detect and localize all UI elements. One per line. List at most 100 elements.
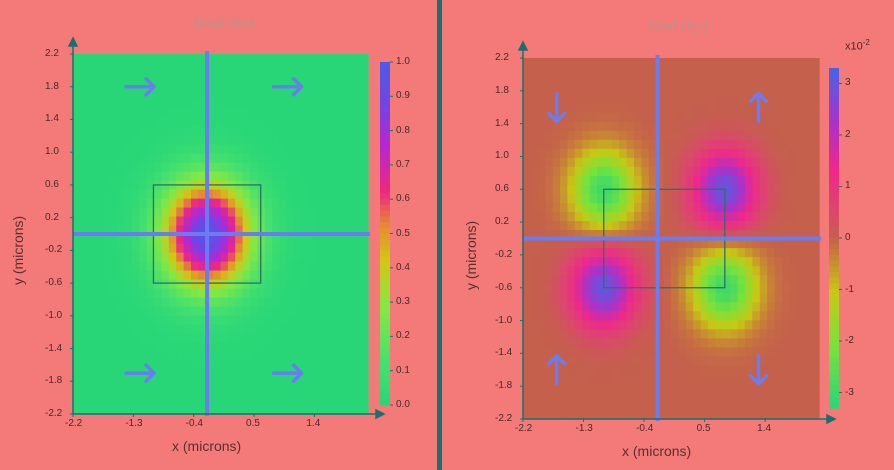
heatmap-cell — [560, 202, 568, 213]
heatmap-cell — [154, 54, 163, 64]
heatmap-cell — [715, 85, 724, 95]
heatmap-cell — [294, 180, 303, 190]
heatmap-cell — [589, 247, 598, 258]
heatmap-cell — [634, 319, 642, 330]
heatmap-cell — [345, 108, 354, 118]
heatmap-cell — [796, 220, 805, 231]
heatmap-cell — [213, 90, 222, 100]
heatmap-cell — [678, 130, 687, 140]
heatmap-cell — [132, 72, 140, 82]
heatmap-cell — [168, 162, 177, 172]
heatmap-cell — [139, 90, 148, 100]
heatmap-cell — [132, 198, 140, 208]
heatmap-cell — [205, 378, 214, 388]
heatmap-cell — [176, 81, 185, 91]
heatmap-cell — [671, 139, 679, 149]
heatmap-cell — [737, 400, 746, 411]
heatmap-cell — [560, 76, 568, 86]
heatmap-cell — [191, 342, 199, 352]
heatmap-cell — [685, 409, 694, 420]
heatmap-cell — [530, 292, 539, 303]
heatmap-cell — [648, 76, 657, 86]
heatmap-cell — [309, 270, 317, 280]
heatmap-cell — [722, 310, 731, 321]
heatmap-cell — [102, 189, 111, 199]
heatmap-cell — [124, 108, 133, 118]
heatmap-cell — [168, 117, 177, 127]
heatmap-cell — [176, 189, 185, 199]
heatmap-cell — [545, 265, 554, 276]
heatmap-cell — [257, 72, 266, 82]
heatmap-cell — [124, 189, 133, 199]
heatmap-cell — [360, 243, 369, 253]
heatmap-cell — [331, 288, 340, 298]
heatmap-cell — [191, 72, 199, 82]
colorbar-tick-label: 0.6 — [396, 193, 410, 205]
heatmap-cell — [774, 220, 783, 231]
heatmap-cell — [685, 328, 694, 339]
heatmap-cell — [560, 67, 568, 77]
heatmap-cell — [782, 139, 790, 149]
heatmap-cell — [700, 400, 709, 411]
heatmap-cell — [323, 63, 332, 73]
heatmap-cell — [582, 247, 591, 258]
heatmap-cell — [191, 288, 199, 298]
heatmap-cell — [360, 189, 369, 199]
heatmap-cell — [737, 238, 746, 249]
heatmap-cell — [523, 346, 531, 357]
heatmap-cell — [286, 306, 295, 316]
heatmap-cell — [656, 175, 665, 185]
heatmap-cell — [693, 328, 702, 339]
heatmap-cell — [671, 301, 679, 312]
heatmap-cell — [789, 85, 798, 95]
heatmap-cell — [700, 373, 709, 384]
heatmap-cell — [648, 373, 657, 384]
heatmap-cell — [132, 135, 140, 145]
heatmap-cell — [272, 288, 281, 298]
heatmap-cell — [279, 270, 288, 280]
heatmap-cell — [545, 157, 554, 167]
heatmap-cell — [671, 382, 679, 393]
heatmap-cell — [752, 76, 761, 86]
colorbar-segment — [380, 136, 390, 143]
heatmap-cell — [774, 382, 783, 393]
heatmap-cell — [648, 319, 657, 330]
heatmap-cell — [759, 121, 768, 131]
heatmap-cell — [146, 180, 155, 190]
heatmap-cell — [176, 333, 185, 343]
heatmap-cell — [641, 157, 650, 167]
heatmap-cell — [685, 301, 694, 312]
heatmap-cell — [560, 148, 568, 158]
heatmap-cell — [589, 67, 598, 77]
heatmap-cell — [671, 391, 679, 402]
heatmap-cell — [545, 148, 554, 158]
heatmap-cell — [671, 247, 679, 258]
heatmap-cell — [530, 220, 539, 231]
heatmap-cell — [124, 252, 133, 262]
heatmap-cell — [774, 328, 783, 339]
heatmap-cell — [183, 405, 192, 415]
heatmap-cell — [309, 279, 317, 289]
heatmap-cell — [804, 256, 813, 267]
heatmap-cell — [648, 103, 657, 113]
heatmap-cell — [745, 238, 753, 249]
heatmap-cell — [220, 153, 229, 163]
heatmap-cell — [789, 355, 798, 366]
heatmap-cell — [774, 274, 783, 285]
heatmap-cell — [759, 211, 768, 222]
heatmap-cell — [124, 405, 133, 415]
heatmap-cell — [582, 301, 591, 312]
heatmap-cell — [782, 193, 790, 203]
heatmap-cell — [345, 279, 354, 289]
heatmap-cell — [109, 306, 118, 316]
heatmap-cell — [301, 279, 310, 289]
heatmap-cell — [693, 76, 702, 86]
heatmap-cell — [656, 355, 665, 366]
heatmap-cell — [589, 310, 598, 321]
heatmap-cell — [168, 252, 177, 262]
heatmap-cell — [789, 220, 798, 231]
heatmap-cell — [678, 355, 687, 366]
heatmap-cell — [139, 315, 148, 325]
heatmap-cell — [257, 306, 266, 316]
heatmap-cell — [693, 256, 702, 267]
